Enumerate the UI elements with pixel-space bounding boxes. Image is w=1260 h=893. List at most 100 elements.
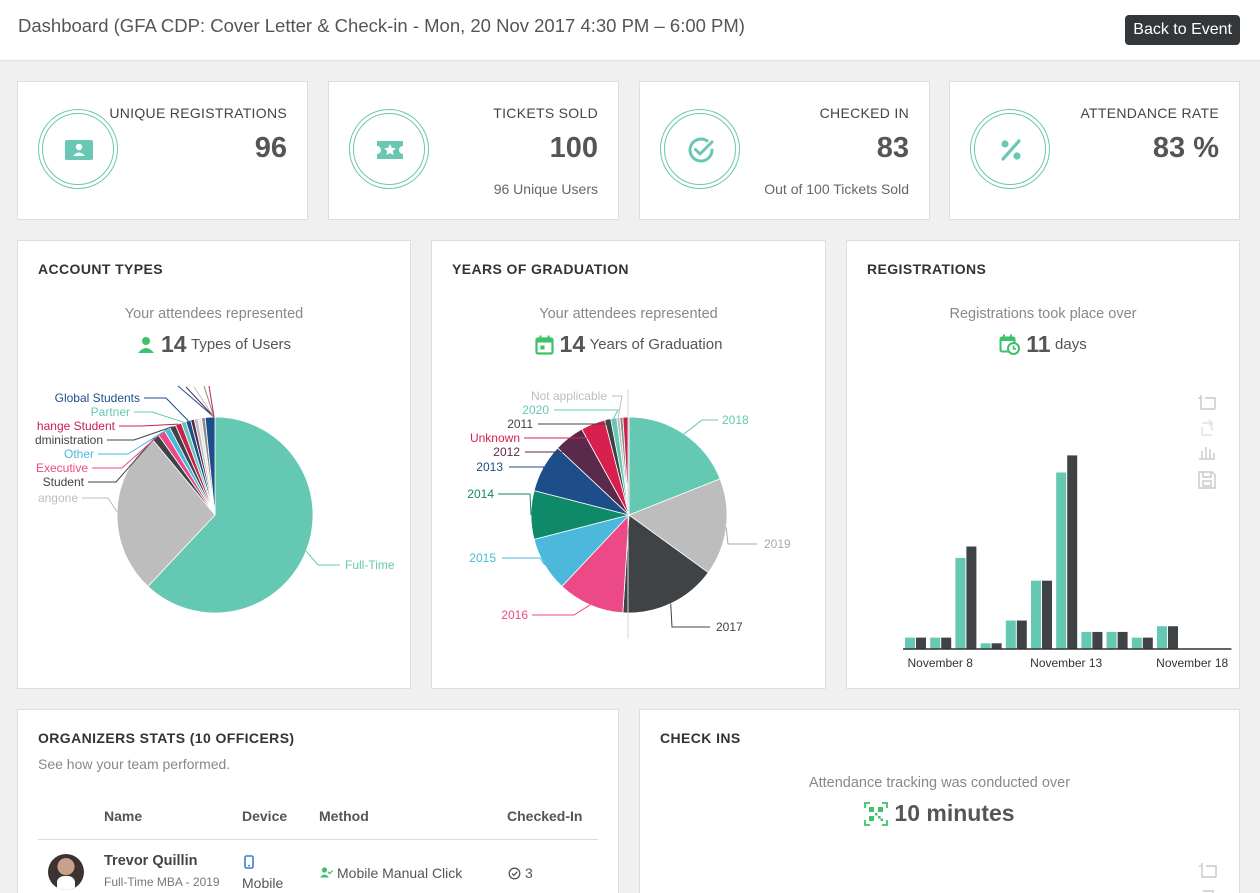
column-header-checked-in[interactable]: Checked-In (507, 808, 583, 824)
stat-value: 83 (876, 132, 909, 164)
bar[interactable] (980, 643, 991, 649)
pie-label-line (498, 493, 532, 516)
pie-label: 2019 (764, 537, 791, 551)
stat-card-attendance-rate: ATTENDANCE RATE 83 % (949, 81, 1240, 220)
bar[interactable] (1067, 455, 1078, 649)
check-circle-icon (508, 867, 521, 880)
restore-icon[interactable] (1201, 419, 1213, 436)
panel-title: CHECK INS (660, 730, 741, 746)
stat-value: 100 (549, 132, 598, 164)
stat-card-registrations: UNIQUE REGISTRATIONS 96 (17, 81, 308, 220)
bar[interactable] (1168, 626, 1178, 649)
checked-in-count: 3 (525, 865, 533, 881)
x-tick-label: November 13 (1030, 656, 1102, 670)
pie-label: 2014 (467, 487, 494, 501)
organizer-name[interactable]: Trevor Quillin (104, 853, 198, 869)
pie-label: Partner (91, 405, 130, 419)
pie-label-line (98, 428, 168, 455)
column-header-device[interactable]: Device (242, 808, 288, 824)
bar[interactable] (966, 546, 977, 650)
panel-title: REGISTRATIONS (867, 261, 987, 277)
registrations-bar-chart[interactable]: November 8 November 13 November 18 (847, 241, 1240, 689)
bar[interactable] (1157, 626, 1167, 649)
bar[interactable] (1117, 631, 1128, 649)
pie-label: Global Students (55, 391, 140, 405)
percent-icon (1001, 139, 1021, 161)
organizers-panel: ORGANIZERS STATS (10 OFFICERS) See how y… (17, 709, 619, 893)
panel-subtitle: Your attendees represented (539, 306, 718, 322)
bar[interactable] (1031, 580, 1041, 649)
panel-title: YEARS OF GRADUATION (452, 261, 629, 277)
panel-subtitle: Registrations took place over (949, 306, 1137, 322)
summary-unit: days (1055, 336, 1087, 353)
stat-icon-circle (349, 109, 429, 189)
stat-label: ATTENDANCE RATE (1080, 105, 1219, 121)
summary-unit: Types of Users (191, 336, 292, 353)
pie-label-line (92, 432, 162, 469)
zoom-icon[interactable] (1198, 395, 1216, 410)
panel-title: ACCOUNT TYPES (38, 261, 163, 277)
pie-label: hange Student (37, 419, 116, 433)
bar[interactable] (905, 637, 915, 649)
bar[interactable] (930, 637, 941, 649)
pie-slice[interactable] (561, 513, 630, 614)
panel-subtitle: See how your team performed. (38, 756, 231, 772)
pie-label: Other (64, 447, 94, 461)
bar[interactable] (1042, 580, 1052, 649)
bar[interactable] (916, 637, 926, 649)
column-header-method[interactable]: Method (319, 808, 369, 824)
pie-label: 2017 (716, 620, 743, 634)
stat-sub: 96 Unique Users (493, 181, 598, 197)
bar[interactable] (1092, 631, 1103, 649)
pie-label-line (509, 466, 551, 469)
column-header-name[interactable]: Name (104, 808, 143, 824)
pie-slice[interactable] (622, 416, 630, 516)
pie-label: 2020 (522, 403, 549, 417)
pie-label-line (305, 550, 340, 566)
id-card-icon (65, 140, 93, 160)
x-tick-label: November 18 (1156, 656, 1228, 670)
zoom-icon[interactable] (1198, 861, 1218, 893)
bar[interactable] (1106, 631, 1117, 649)
bar[interactable] (1131, 637, 1142, 649)
summary-unit: Years of Graduation (589, 336, 723, 353)
chart-toolbox (1197, 393, 1217, 494)
pie-label-line (82, 497, 118, 513)
bar[interactable] (1005, 620, 1016, 649)
panel-summary: 14 Types of Users (18, 331, 410, 358)
pie-slice[interactable] (628, 416, 721, 516)
user-icon (137, 336, 154, 353)
stat-sub: Out of 100 Tickets Sold (764, 181, 909, 197)
pie-slice[interactable] (147, 416, 314, 614)
bar[interactable] (1016, 620, 1027, 649)
graduation-pie-chart[interactable]: 2018 2019 2017 2016 2015 2014 20132012Unknown2… (432, 241, 826, 689)
bar[interactable] (1142, 637, 1153, 649)
x-tick-label: November 8 (908, 656, 974, 670)
bar[interactable] (941, 637, 952, 649)
bar[interactable] (1056, 472, 1067, 649)
organizer-program: Full-Time MBA - 2019 (104, 875, 220, 889)
back-to-event-button[interactable]: Back to Event (1125, 15, 1240, 45)
account-types-pie-chart[interactable]: Full-Time angone StudentExecutiveOtherdmin… (18, 241, 411, 689)
graduation-panel: YEARS OF GRADUATION Your attendees repre… (431, 240, 826, 689)
pie-label: Full-Time (345, 558, 395, 572)
panel-summary: 14 Years of Graduation (432, 331, 825, 358)
bar[interactable] (955, 557, 966, 649)
ticket-star-icon (377, 141, 403, 159)
pie-label: 2015 (469, 551, 496, 565)
bar[interactable] (991, 643, 1002, 649)
bar[interactable] (1081, 631, 1092, 649)
bar-chart-icon[interactable] (1199, 447, 1215, 460)
mobile-icon (244, 855, 254, 869)
top-bar: Dashboard (GFA CDP: Cover Letter & Check… (0, 0, 1260, 61)
pie-slice[interactable] (204, 416, 216, 516)
pie-label-line (193, 386, 215, 418)
save-icon[interactable] (1198, 471, 1216, 489)
pie-label-line (208, 385, 215, 418)
device-label: Mobile (242, 875, 284, 891)
pie-label-line (177, 385, 215, 418)
stat-icon-circle (970, 109, 1050, 189)
panel-subtitle: Attendance tracking was conducted over (808, 775, 1071, 791)
user-check-icon (320, 867, 333, 878)
pie-label: Executive (36, 461, 88, 475)
